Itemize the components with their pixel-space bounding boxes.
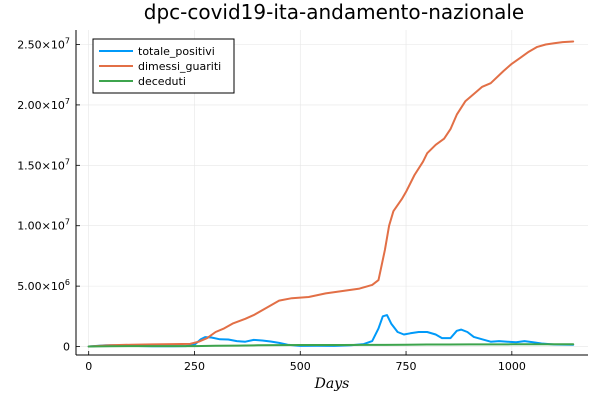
y-tick-label: 1.50×107 bbox=[17, 157, 70, 172]
series-group bbox=[87, 40, 575, 348]
axes bbox=[75, 30, 588, 356]
legend-label: dimessi_guariti bbox=[138, 60, 221, 73]
y-ticks: 05.00×1061.00×1071.50×1072.00×1072.50×10… bbox=[17, 36, 80, 354]
x-tick-label: 750 bbox=[396, 360, 417, 373]
chart-title: dpc-covid19-ita-andamento-nazionale bbox=[144, 0, 525, 24]
x-tick-label: 0 bbox=[85, 360, 92, 373]
y-tick-label: 5.00×106 bbox=[17, 278, 70, 293]
legend-label: totale_positivi bbox=[138, 45, 215, 58]
y-tick-label: 2.00×107 bbox=[17, 97, 70, 112]
y-tick-mantissa: 0 bbox=[63, 341, 70, 354]
y-tick-mantissa: 1.00×10 bbox=[17, 220, 65, 233]
y-tick-mantissa: 5.00×10 bbox=[17, 280, 65, 293]
series-line-totale-positivi bbox=[87, 314, 575, 348]
y-tick-label: 0 bbox=[63, 341, 70, 354]
series-line-dimessi-guariti bbox=[87, 40, 575, 348]
legend-label: deceduti bbox=[138, 75, 186, 88]
y-tick-mantissa: 2.50×10 bbox=[17, 38, 65, 51]
y-tick-label: 1.00×107 bbox=[17, 218, 70, 233]
y-tick-mantissa: 1.50×10 bbox=[17, 159, 65, 172]
x-tick-label: 250 bbox=[184, 360, 205, 373]
x-tick-label: 500 bbox=[290, 360, 311, 373]
y-tick-exponent: 6 bbox=[65, 278, 70, 287]
y-tick-exponent: 7 bbox=[65, 97, 70, 106]
series-line-deceduti bbox=[87, 343, 575, 348]
y-tick-exponent: 7 bbox=[65, 218, 70, 227]
x-axis-label: Days bbox=[314, 376, 350, 392]
legend: totale_positivi dimessi_guariti deceduti bbox=[92, 38, 235, 94]
y-tick-exponent: 7 bbox=[65, 36, 70, 45]
y-tick-label: 2.50×107 bbox=[17, 36, 70, 51]
x-tick-label: 1000 bbox=[498, 360, 526, 373]
y-tick-exponent: 7 bbox=[65, 157, 70, 166]
x-ticks: 0 250 500 750 1000 bbox=[85, 351, 526, 373]
y-tick-mantissa: 2.00×10 bbox=[17, 99, 65, 112]
